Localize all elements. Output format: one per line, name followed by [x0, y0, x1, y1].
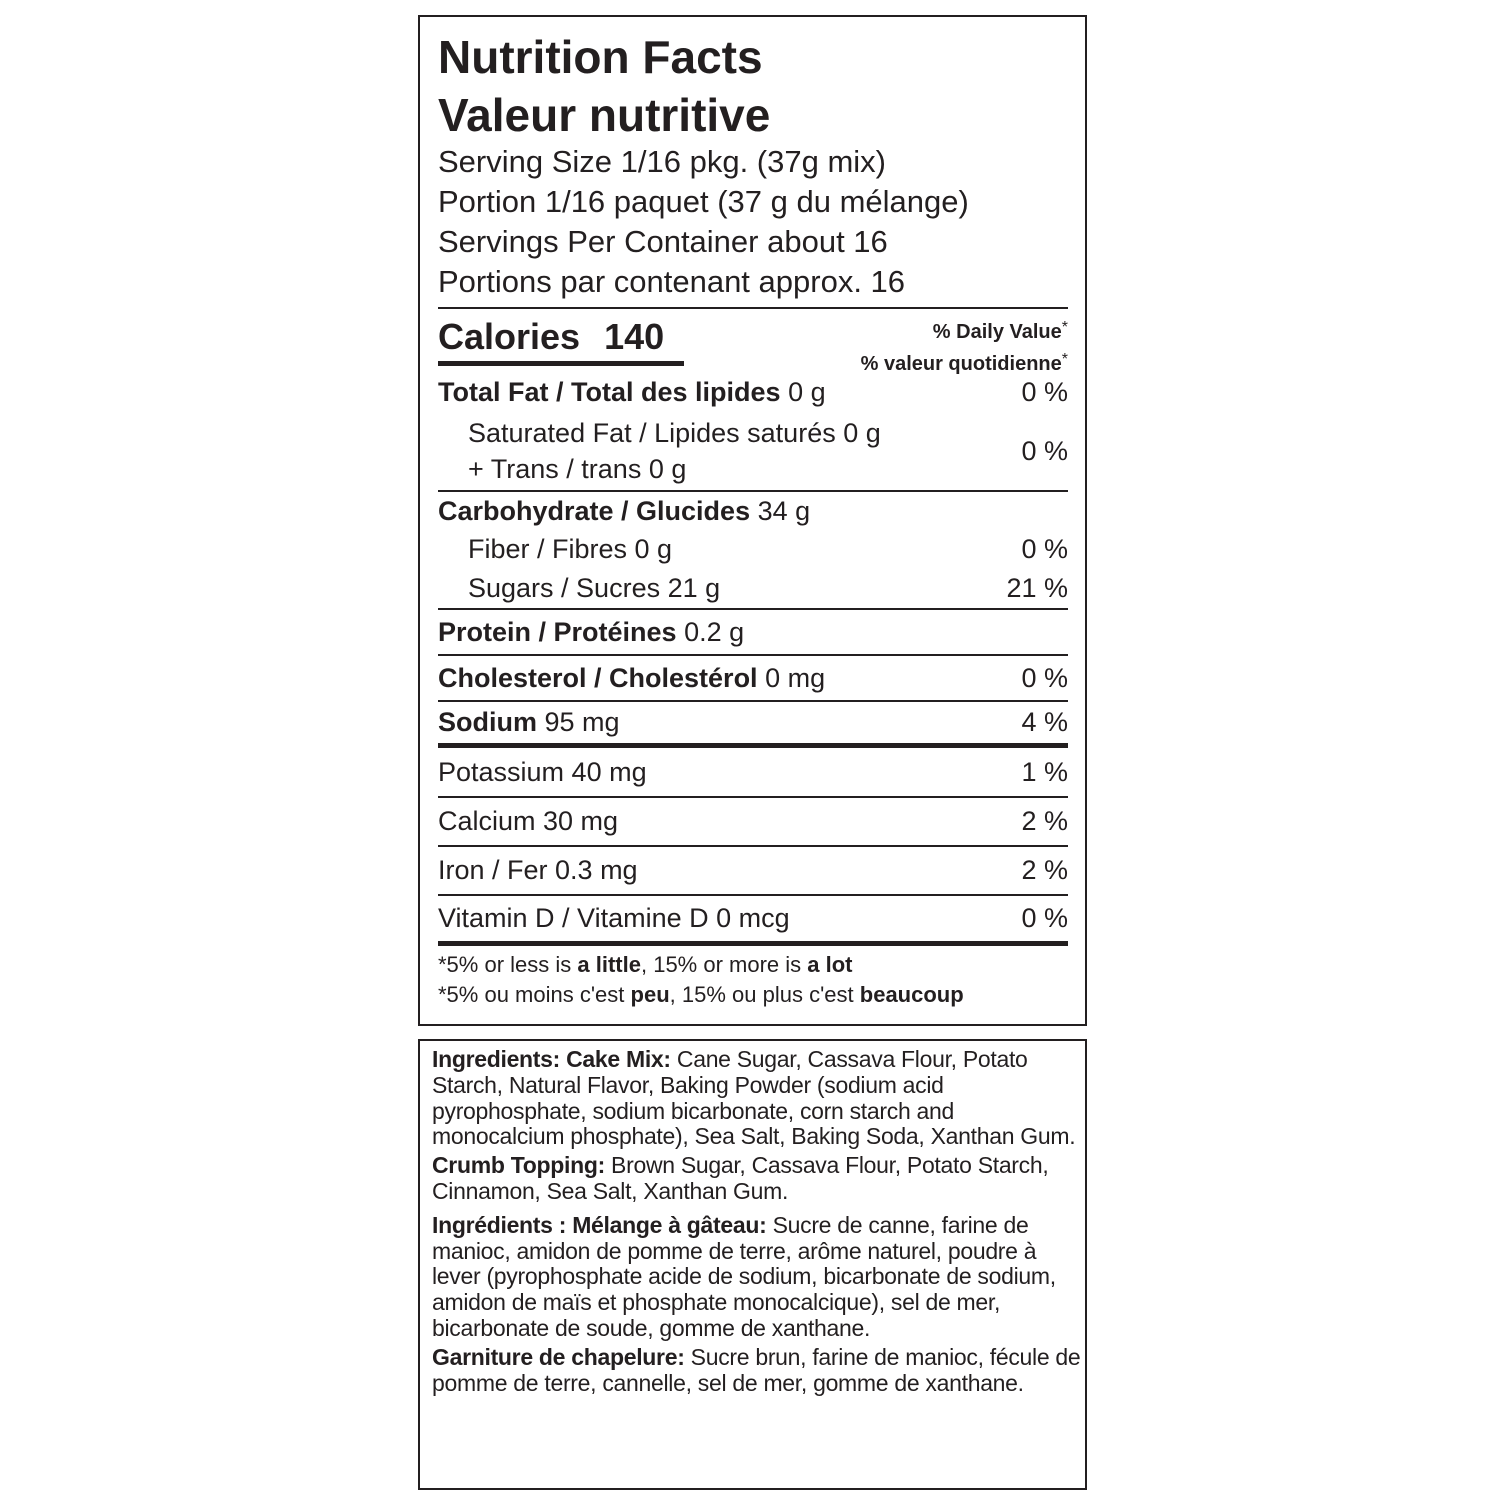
- footnote-text: *5% or less is: [438, 952, 572, 977]
- nutrient-label: Protein / Protéines: [438, 616, 677, 647]
- nutrient: Saturated Fat / Lipides saturés 0 g + Tra…: [468, 415, 881, 487]
- nutrient-row: Cholesterol / Cholestérol 0 mg 0 %: [438, 656, 1068, 700]
- nutrient-row: Carbohydrate / Glucides 34 g: [438, 492, 1068, 530]
- rule: [438, 845, 1068, 847]
- footnote-text: , 15% or more is: [640, 952, 802, 977]
- nutrient-line: Saturated Fat / Lipides saturés 0 g: [468, 418, 881, 448]
- dv: 0 %: [1021, 903, 1068, 933]
- ingredients-paragraph: Ingrédients : Mélange à gâteau: Sucre de…: [432, 1211, 1083, 1342]
- nutrient-row: Vitamin D / Vitamine D 0 mcg 0 %: [438, 896, 1068, 941]
- ingredients-paragraph: Garniture de chapelure: Sucre brun, fari…: [432, 1343, 1083, 1397]
- ingredients-label: Crumb Topping:: [432, 1152, 605, 1179]
- asterisk: *: [1061, 319, 1068, 336]
- nutrient-row: Iron / Fer 0.3 mg 2 %: [438, 847, 1068, 894]
- amount: 0 mg: [765, 662, 826, 693]
- rule: [438, 490, 1068, 492]
- serving: Portion 1/16 paquet (37 g du mélange): [438, 184, 969, 219]
- rule: [438, 700, 1068, 702]
- nutrient: Carbohydrate / Glucides 34 g: [438, 496, 810, 527]
- footnote-bold: a lot: [807, 952, 853, 977]
- ingredients-paragraph: Crumb Topping: Brown Sugar, Cassava Flou…: [432, 1152, 1083, 1205]
- thick-rule: [438, 941, 1068, 946]
- footnote: *5% or less is a little, 15% or more is …: [438, 950, 1068, 980]
- serving: Servings Per Container about 16: [438, 224, 888, 259]
- nutrient: Potassium 40 mg: [438, 756, 647, 787]
- dv-header: % Daily Value* % valeur quotidienne*: [861, 314, 1068, 378]
- ingredients-label: Garniture de chapelure:: [432, 1343, 685, 1370]
- dv-text: % valeur quotidienne: [860, 353, 1062, 375]
- ingredients-text: Sucre brun, farine de manioc, fécule de …: [432, 1343, 1081, 1396]
- asterisk: *: [1061, 351, 1068, 368]
- nutrient-label: Cholesterol / Cholestérol: [438, 662, 758, 693]
- nutrient-line: + Trans / trans 0 g: [468, 454, 687, 484]
- dv: 0 %: [1021, 533, 1068, 564]
- nutrient-row: Protein / Protéines 0.2 g: [438, 610, 1068, 654]
- footnote-bold: beaucoup: [859, 982, 964, 1007]
- nutrient-row: Sodium 95 mg 4 %: [438, 702, 1068, 743]
- rule: [438, 608, 1068, 610]
- dv-text: % Daily Value: [932, 321, 1062, 343]
- nutrient: Vitamin D / Vitamine D 0 mcg: [438, 903, 790, 933]
- ingredients-text: Sucre de canne, farine de manioc, amidon…: [432, 1211, 1056, 1341]
- nutrition-panel: Nutrition Facts Valeur nutritive Serving…: [418, 15, 1087, 1026]
- dv: 1 %: [1021, 756, 1068, 787]
- ingredients-panel: Ingredients: Cake Mix: Cane Sugar, Cassa…: [418, 1039, 1087, 1490]
- nutrient-row: Fiber / Fibres 0 g 0 %: [438, 530, 1068, 568]
- nutrient-row: Saturated Fat / Lipides saturés 0 g + Tra…: [438, 412, 1068, 490]
- ingredients-label: Ingredients: Cake Mix:: [432, 1046, 671, 1072]
- calories-value: 140: [604, 316, 665, 357]
- dv: 2 %: [1021, 806, 1068, 836]
- amount: 95 mg: [544, 707, 620, 737]
- footnote: *5% ou moins c'est peu, 15% ou plus c'es…: [438, 980, 1068, 1010]
- dv: 0 %: [1021, 376, 1068, 407]
- nutrient: Protein / Protéines 0.2 g: [438, 617, 744, 648]
- ingredients-paragraph: Ingredients: Cake Mix: Cane Sugar, Cassa…: [432, 1046, 1083, 1150]
- footnote-bold: peu: [630, 982, 670, 1007]
- dv: 2 %: [1021, 855, 1068, 885]
- nutrient-row: Calcium 30 mg 2 %: [438, 798, 1068, 845]
- footnote-text: , 15% ou plus c'est: [669, 982, 854, 1007]
- thick-rule: [438, 743, 1068, 748]
- nutrient: Calcium 30 mg: [438, 806, 619, 836]
- title-fr: Valeur nutritive: [438, 89, 771, 141]
- calories-label: Calories: [438, 316, 581, 357]
- rule: [438, 796, 1068, 798]
- dv-header-en: % Daily Value*: [861, 314, 1068, 346]
- nutrient: Total Fat / Total des lipides 0 g: [438, 377, 826, 408]
- rule: [438, 654, 1068, 656]
- footnote-bold: a little: [577, 952, 641, 977]
- nutrient-row: Potassium 40 mg 1 %: [438, 748, 1068, 796]
- calories: Calories 140: [438, 315, 684, 366]
- nutrient-label: Carbohydrate / Glucides: [438, 495, 751, 526]
- amount: 0 g: [788, 376, 826, 407]
- ingredients-content: Ingredients: Cake Mix: Cane Sugar, Cassa…: [432, 1046, 1083, 1397]
- nutrient-row: Sugars / Sucres 21 g 21 %: [438, 568, 1068, 608]
- ingredients-text: Brown Sugar, Cassava Flour, Potato Starc…: [432, 1152, 1049, 1204]
- nutrient-label: Total Fat / Total des lipides: [438, 376, 781, 407]
- dv: 0 %: [1021, 662, 1068, 693]
- dv-header-fr: % valeur quotidienne*: [861, 346, 1068, 378]
- nutrient: Fiber / Fibres 0 g: [468, 533, 673, 564]
- rule: [438, 894, 1068, 896]
- nutrient: Cholesterol / Cholestérol 0 mg: [438, 663, 825, 694]
- ingredients-label: Ingrédients : Mélange à gâteau:: [432, 1211, 767, 1238]
- serving: Portions par contenant approx. 16: [438, 264, 906, 299]
- title: Nutrition Facts: [438, 31, 763, 83]
- footnote-text: *5% ou moins c'est: [438, 982, 625, 1007]
- calories-section: Calories 140 % Daily Value* % valeur quot…: [438, 307, 1068, 375]
- nutrient: Sodium 95 mg: [438, 707, 620, 738]
- amount: 34 g: [757, 495, 811, 526]
- amount: 0.2 g: [684, 616, 745, 647]
- dv: 21 %: [1006, 572, 1068, 603]
- nutrient: Iron / Fer 0.3 mg: [438, 855, 638, 885]
- nutrient-row: Total Fat / Total des lipides 0 g 0 %: [438, 372, 1068, 412]
- nutrient-label: Sodium: [438, 707, 537, 737]
- nutrition-content: Nutrition Facts Valeur nutritive Serving…: [438, 17, 1068, 1010]
- nutrient: Sugars / Sucres 21 g: [468, 572, 721, 603]
- dv: 4 %: [1021, 707, 1068, 737]
- serving: Serving Size 1/16 pkg. (37g mix): [438, 144, 886, 179]
- ingredients-text: Cane Sugar, Cassava Flour, Potato Starch…: [432, 1046, 1076, 1150]
- dv: 0 %: [1021, 435, 1068, 466]
